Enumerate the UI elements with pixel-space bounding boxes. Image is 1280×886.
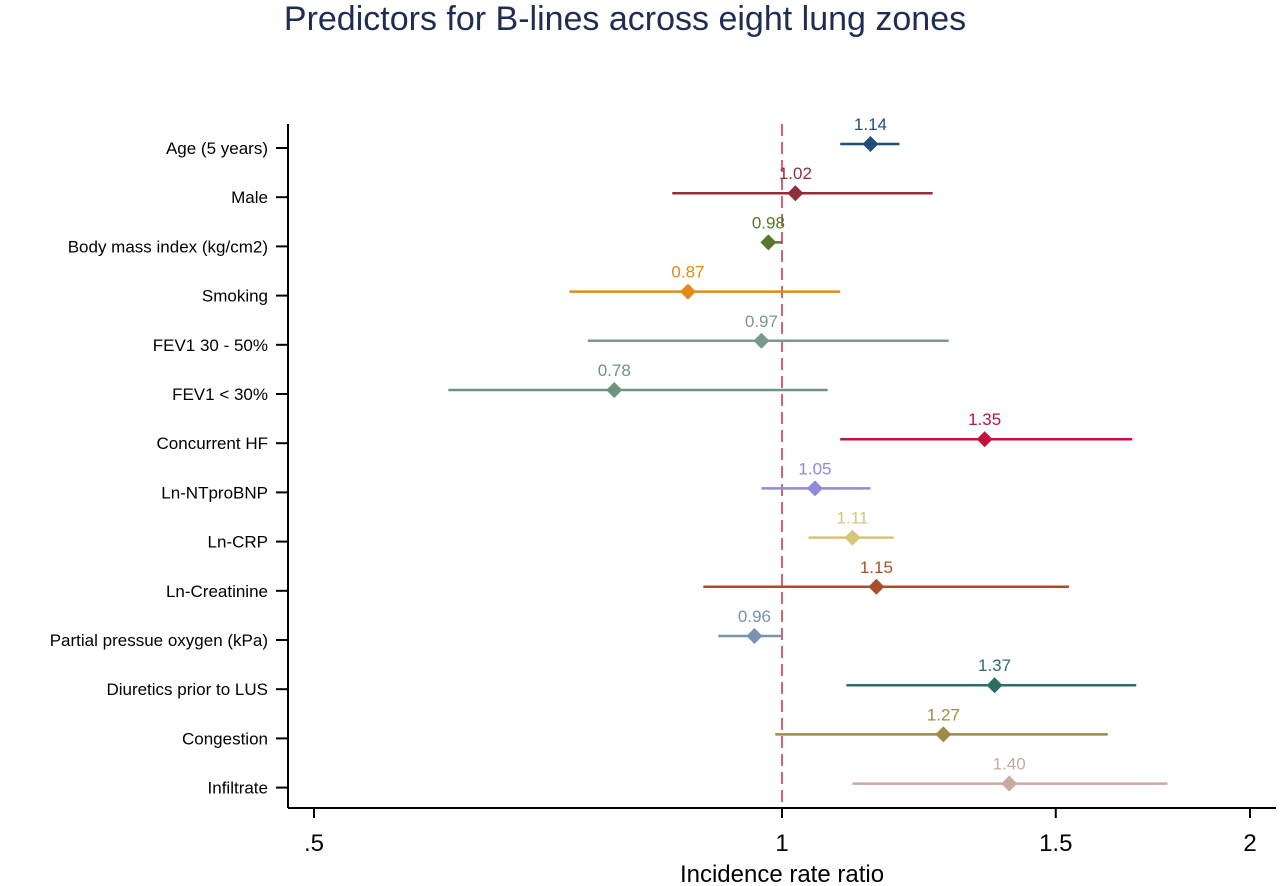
data-label: 1.15 xyxy=(860,558,893,577)
y-tick-label: FEV1 < 30% xyxy=(172,385,268,404)
chart-title: Predictors for B-lines across eight lung… xyxy=(284,0,966,38)
estimate-marker xyxy=(787,185,804,202)
forest-row: Ln-Creatinine 1.15 xyxy=(166,558,1070,601)
data-label: 1.37 xyxy=(978,656,1011,675)
x-tick-label: .5 xyxy=(304,830,324,857)
estimate-marker xyxy=(1001,775,1018,792)
forest-row: Body mass index (kg/cm2) 0.98 xyxy=(68,213,785,256)
data-label: 1.05 xyxy=(798,459,831,478)
data-label: 0.87 xyxy=(671,263,704,282)
y-tick-label: Male xyxy=(231,188,268,207)
forest-row: Partial pressue oxygen (kPa) 0.96 xyxy=(50,607,782,650)
data-label: 1.14 xyxy=(854,115,887,134)
forest-row: FEV1 30 - 50% 0.97 xyxy=(153,312,949,355)
estimate-marker xyxy=(760,234,777,251)
forest-row: Ln-NTproBNP 1.05 xyxy=(161,459,871,502)
estimate-marker xyxy=(868,578,885,595)
forest-row: Concurrent HF 1.35 xyxy=(157,410,1133,453)
estimate-marker xyxy=(935,726,952,743)
estimate-marker xyxy=(606,382,623,398)
forest-row: Infiltrate 1.40 xyxy=(208,755,1168,798)
x-tick-label: 1 xyxy=(775,830,788,857)
estimate-marker xyxy=(844,529,861,546)
data-label: 0.96 xyxy=(738,607,771,626)
y-tick-label: Ln-Creatinine xyxy=(166,582,268,601)
y-tick-label: Infiltrate xyxy=(208,779,268,798)
forest-row: Age (5 years) 1.14 xyxy=(166,115,900,158)
y-tick-label: Partial pressue oxygen (kPa) xyxy=(50,631,268,650)
data-label: 0.78 xyxy=(598,361,631,380)
estimate-marker xyxy=(986,677,1003,694)
forest-row: FEV1 < 30% 0.78 xyxy=(172,361,828,404)
estimate-marker xyxy=(679,283,696,300)
plot-rows: Age (5 years) 1.14 Male 1.02 Body mass index… xyxy=(50,115,1168,798)
estimate-marker xyxy=(976,431,993,448)
x-tick-label: 2 xyxy=(1243,830,1256,857)
x-tick-label: 1.5 xyxy=(1039,830,1072,857)
y-tick-label: Ln-NTproBNP xyxy=(161,483,268,502)
estimate-marker xyxy=(753,332,770,349)
y-tick-label: Ln-CRP xyxy=(208,533,268,552)
axes: .5 1 1.5 2 xyxy=(287,124,1276,857)
data-label: 1.02 xyxy=(779,164,812,183)
data-label: 1.11 xyxy=(837,509,869,528)
data-label: 1.40 xyxy=(993,755,1026,774)
x-axis-label: Incidence rate ratio xyxy=(680,861,884,886)
forest-row: Smoking 0.87 xyxy=(202,263,841,306)
estimate-marker xyxy=(746,628,763,644)
y-tick-label: Congestion xyxy=(182,729,268,748)
forest-row: Male 1.02 xyxy=(231,164,933,207)
data-label: 0.97 xyxy=(745,312,778,331)
estimate-marker xyxy=(806,480,823,497)
data-label: 0.98 xyxy=(752,213,785,232)
data-label: 1.27 xyxy=(927,705,960,724)
y-tick-label: Smoking xyxy=(202,287,268,306)
data-label: 1.35 xyxy=(968,410,1001,429)
y-tick-label: Body mass index (kg/cm2) xyxy=(68,237,268,256)
forest-row: Ln-CRP 1.11 xyxy=(208,509,894,552)
y-tick-label: Concurrent HF xyxy=(157,434,268,453)
y-tick-label: Diuretics prior to LUS xyxy=(106,680,268,699)
forest-row: Congestion 1.27 xyxy=(182,705,1108,748)
estimate-marker xyxy=(862,136,879,152)
y-tick-label: Age (5 years) xyxy=(166,139,268,158)
forest-row: Diuretics prior to LUS 1.37 xyxy=(106,656,1137,699)
y-tick-label: FEV1 30 - 50% xyxy=(153,336,268,355)
